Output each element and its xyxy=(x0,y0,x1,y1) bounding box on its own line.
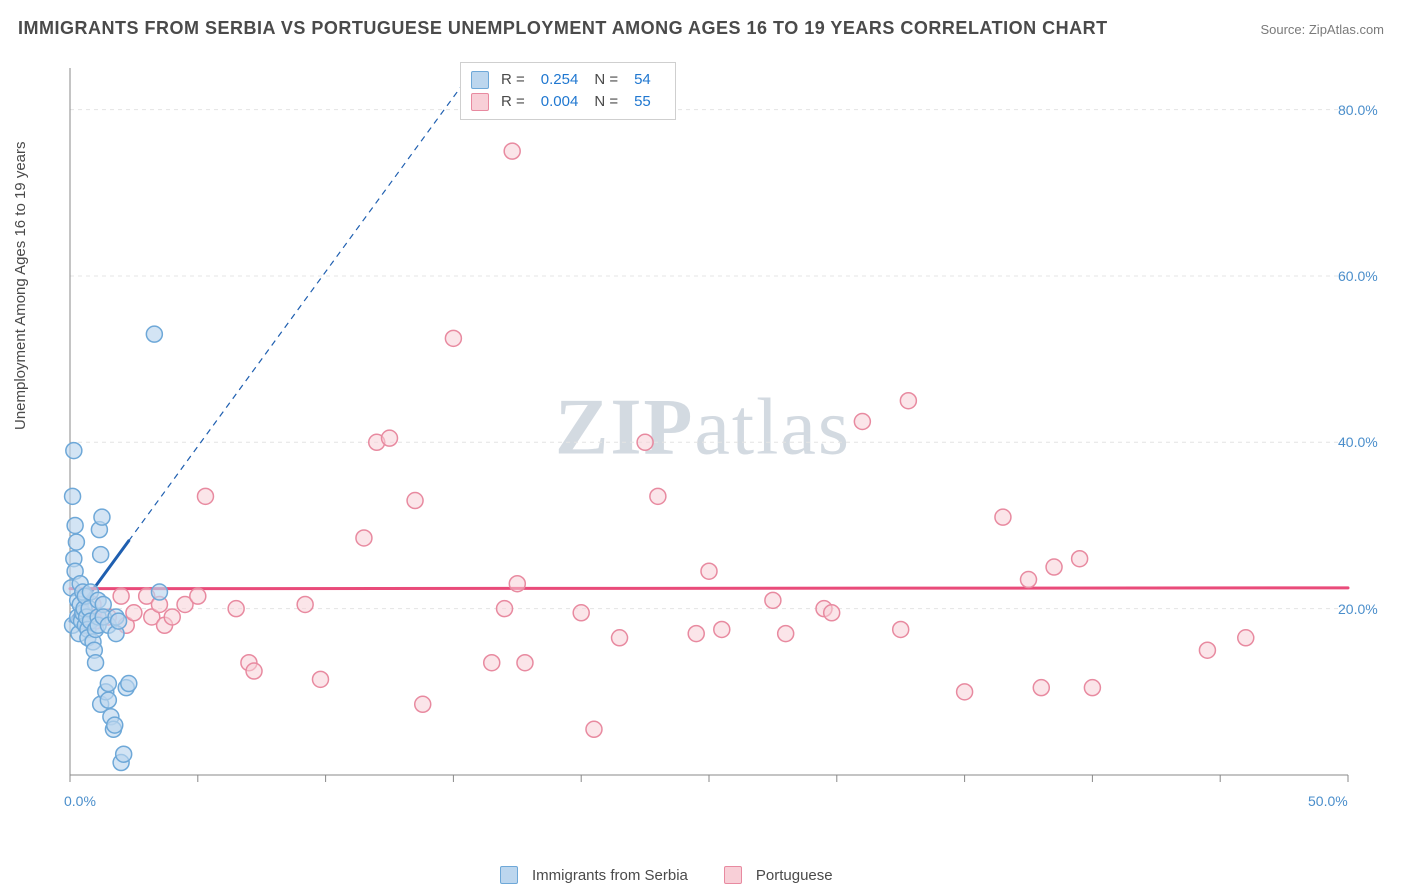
swatch-portuguese xyxy=(724,866,742,884)
y-tick-label: 20.0% xyxy=(1338,601,1378,617)
y-tick-label: 40.0% xyxy=(1338,434,1378,450)
y-tick-label: 80.0% xyxy=(1338,102,1378,118)
legend-item-serbia: Immigrants from Serbia xyxy=(500,866,688,884)
legend-label-portuguese: Portuguese xyxy=(756,867,833,884)
r-label: R = xyxy=(501,69,525,91)
legend-item-portuguese: Portuguese xyxy=(724,866,833,884)
legend-row-serbia: R = 0.254 N = 54 xyxy=(471,69,661,91)
n-value-portuguese: 55 xyxy=(634,91,651,113)
swatch-portuguese xyxy=(471,93,489,111)
chart-title: IMMIGRANTS FROM SERBIA VS PORTUGUESE UNE… xyxy=(18,18,1108,39)
r-value-serbia: 0.254 xyxy=(541,69,579,91)
y-tick-label: 60.0% xyxy=(1338,268,1378,284)
series-legend: Immigrants from Serbia Portuguese xyxy=(500,866,833,884)
x-tick-label: 0.0% xyxy=(64,793,96,809)
correlation-legend: R = 0.254 N = 54 R = 0.004 N = 55 xyxy=(460,62,676,120)
swatch-serbia xyxy=(471,71,489,89)
source-credit: Source: ZipAtlas.com xyxy=(1260,22,1384,37)
legend-label-serbia: Immigrants from Serbia xyxy=(532,867,688,884)
n-label: N = xyxy=(594,69,618,91)
scatter-plot xyxy=(48,60,1388,830)
y-axis-label: Unemployment Among Ages 16 to 19 years xyxy=(12,141,29,430)
r-value-portuguese: 0.004 xyxy=(541,91,579,113)
x-tick-label: 50.0% xyxy=(1308,793,1348,809)
n-label: N = xyxy=(594,91,618,113)
legend-row-portuguese: R = 0.004 N = 55 xyxy=(471,91,661,113)
r-label: R = xyxy=(501,91,525,113)
n-value-serbia: 54 xyxy=(634,69,651,91)
swatch-serbia xyxy=(500,866,518,884)
